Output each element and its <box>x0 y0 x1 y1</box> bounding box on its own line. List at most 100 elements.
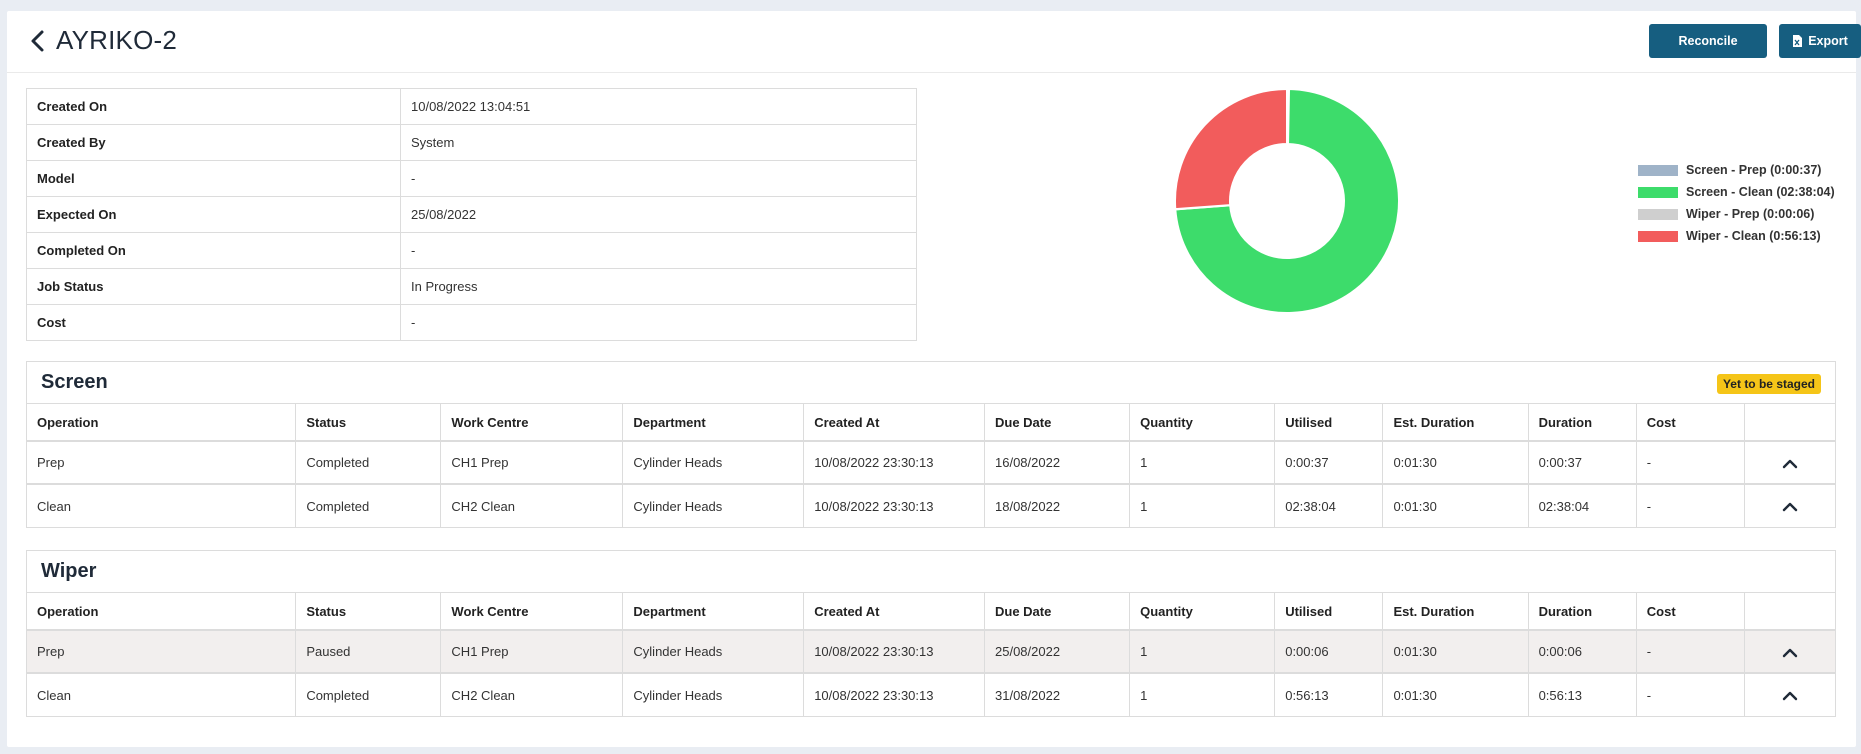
cell-actions <box>1745 673 1835 716</box>
column-header: Duration <box>1528 593 1637 631</box>
section-title-wiper: Wiper <box>41 560 97 582</box>
table-row[interactable]: Prep Paused CH1 Prep Cylinder Heads 10/08/20… <box>27 630 1835 674</box>
cell-actions <box>1745 484 1835 527</box>
info-row: Cost - <box>26 304 917 341</box>
status-badge: Yet to be staged <box>1716 374 1821 394</box>
column-header: Created At <box>803 593 985 631</box>
column-header: Department <box>622 404 805 442</box>
column-header: Due Date <box>984 404 1131 442</box>
cell-department: Cylinder Heads <box>622 441 805 485</box>
donut-slice[interactable] <box>1174 88 1288 211</box>
column-header-actions <box>1744 593 1835 631</box>
info-row: Job Status In Progress <box>26 268 917 305</box>
info-row: Expected On 25/08/2022 <box>26 196 917 233</box>
cell-created-at: 10/08/2022 23:30:13 <box>803 484 985 527</box>
column-header: Est. Duration <box>1382 404 1529 442</box>
column-header: Cost <box>1636 404 1746 442</box>
info-label: Job Status <box>26 268 401 305</box>
legend-item[interactable]: Wiper - Prep (0:00:06) <box>1638 203 1835 225</box>
legend-swatch <box>1638 186 1678 198</box>
cell-est-duration: 0:01:30 <box>1382 673 1529 716</box>
export-label: Export <box>1808 34 1848 48</box>
cell-operation: Clean <box>27 484 297 527</box>
legend-item[interactable]: Wiper - Clean (0:56:13) <box>1638 225 1835 247</box>
info-row: Created On 10/08/2022 13:04:51 <box>26 88 917 125</box>
info-row: Created By System <box>26 124 917 161</box>
cell-cost: - <box>1636 673 1746 716</box>
reconcile-button[interactable]: Reconcile <box>1649 24 1767 58</box>
table-row[interactable]: Prep Completed CH1 Prep Cylinder Heads 10/08… <box>27 441 1835 485</box>
time-breakdown-donut-chart <box>1174 88 1400 314</box>
cell-cost: - <box>1636 630 1746 674</box>
column-header-actions <box>1744 404 1835 442</box>
legend-label: Screen - Prep (0:00:37) <box>1686 163 1822 177</box>
excel-file-icon <box>1792 35 1803 47</box>
column-header: Status <box>295 404 442 442</box>
export-button[interactable]: Export <box>1779 24 1861 58</box>
screen-operations-table: Operation Status Work Centre Department Crea… <box>27 404 1835 527</box>
cell-operation: Clean <box>27 673 297 716</box>
cell-est-duration: 0:01:30 <box>1382 630 1529 674</box>
column-header: Cost <box>1636 593 1746 631</box>
wiper-operations-table: Operation Status Work Centre Department Crea… <box>27 593 1835 716</box>
cell-duration: 02:38:04 <box>1528 484 1637 527</box>
column-header: Created At <box>803 404 985 442</box>
cell-quantity: 1 <box>1129 673 1276 716</box>
cell-work-centre: CH1 Prep <box>440 630 624 674</box>
info-value: 10/08/2022 13:04:51 <box>400 88 917 125</box>
cell-utilised: 0:56:13 <box>1274 673 1384 716</box>
donut-slice[interactable] <box>1174 88 1400 314</box>
info-label: Created By <box>26 124 401 161</box>
column-header: Status <box>295 593 442 631</box>
info-value: In Progress <box>400 268 917 305</box>
info-value: 25/08/2022 <box>400 196 917 233</box>
cell-status: Completed <box>295 673 442 716</box>
cell-due-date: 18/08/2022 <box>984 484 1131 527</box>
cell-actions <box>1744 630 1835 674</box>
cell-due-date: 25/08/2022 <box>984 630 1131 674</box>
column-header: Utilised <box>1274 593 1384 631</box>
back-chevron-icon[interactable] <box>27 27 51 55</box>
chevron-up-icon[interactable] <box>1755 500 1825 512</box>
legend-label: Screen - Clean (02:38:04) <box>1686 185 1835 199</box>
legend-item[interactable]: Screen - Clean (02:38:04) <box>1638 181 1835 203</box>
cell-utilised: 0:00:06 <box>1274 630 1384 674</box>
cell-cost: - <box>1636 484 1746 527</box>
chevron-up-icon[interactable] <box>1755 689 1825 701</box>
legend-swatch <box>1638 208 1678 220</box>
table-row[interactable]: Clean Completed CH2 Clean Cylinder Heads 10/… <box>27 484 1835 527</box>
legend-swatch <box>1638 230 1678 242</box>
cell-quantity: 1 <box>1129 630 1276 674</box>
chevron-up-icon[interactable] <box>1755 646 1825 658</box>
cell-status: Completed <box>295 441 442 485</box>
cell-department: Cylinder Heads <box>622 484 805 527</box>
legend-swatch <box>1638 164 1678 176</box>
cell-created-at: 10/08/2022 23:30:13 <box>803 441 985 485</box>
info-label: Completed On <box>26 232 401 269</box>
page-header: AYRIKO-2 Reconcile Export <box>7 11 1861 73</box>
column-header: Operation <box>27 593 297 631</box>
cell-department: Cylinder Heads <box>622 673 805 716</box>
cell-utilised: 0:00:37 <box>1274 441 1384 485</box>
column-header: Due Date <box>984 593 1131 631</box>
info-row: Model - <box>26 160 917 197</box>
column-header: Work Centre <box>440 404 624 442</box>
cell-est-duration: 0:01:30 <box>1382 441 1529 485</box>
column-header: Duration <box>1528 404 1637 442</box>
column-header: Quantity <box>1129 404 1276 442</box>
info-value: - <box>400 232 917 269</box>
page-title: AYRIKO-2 <box>56 25 178 55</box>
legend-item[interactable]: Screen - Prep (0:00:37) <box>1638 159 1835 181</box>
cell-operation: Prep <box>27 441 297 485</box>
cell-work-centre: CH1 Prep <box>440 441 624 485</box>
info-value: System <box>400 124 917 161</box>
wiper-section: Wiper Operation Status Work Centre Departme… <box>26 550 1836 717</box>
column-header: Operation <box>27 404 297 442</box>
cell-work-centre: CH2 Clean <box>440 484 624 527</box>
cell-duration: 0:56:13 <box>1528 673 1637 716</box>
chart-legend: Screen - Prep (0:00:37) Screen - Clean (0… <box>1638 159 1835 247</box>
table-row[interactable]: Clean Completed CH2 Clean Cylinder Heads 10/… <box>27 673 1835 716</box>
info-label: Model <box>26 160 401 197</box>
job-info-table: Created On 10/08/2022 13:04:51 Created By S… <box>26 88 917 341</box>
chevron-up-icon[interactable] <box>1755 457 1825 469</box>
